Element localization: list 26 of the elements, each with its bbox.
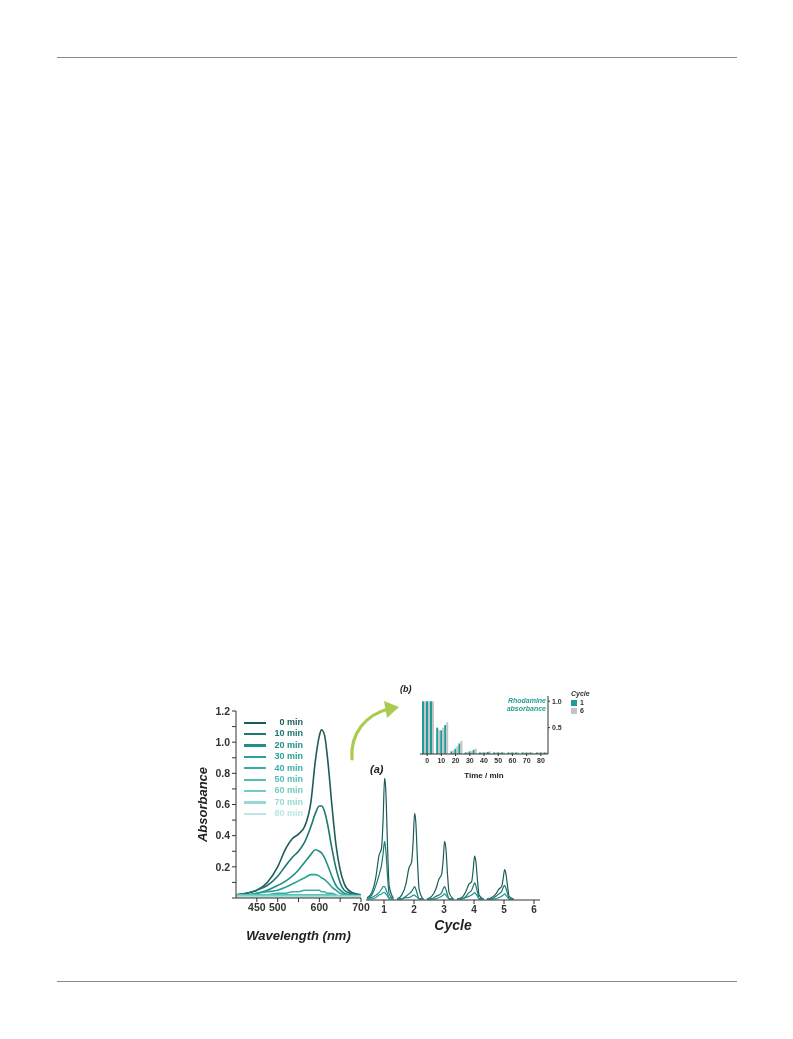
legend-label: 30 min <box>273 751 303 763</box>
legend-label: 70 min <box>273 796 303 809</box>
legend-label: 40 min <box>273 762 303 774</box>
legend-label: 0 min <box>278 717 303 729</box>
y-tick-label: 0.8 <box>215 767 231 780</box>
y-tick-label: 1.2 <box>215 704 231 717</box>
legend-label: 10 min <box>273 728 303 740</box>
chart-title: (b) <box>400 684 412 694</box>
x-tick-label: 700 <box>352 901 370 914</box>
y-axis-title: Absorbance <box>194 766 210 844</box>
legend-label: 20 min <box>273 739 303 752</box>
x-tick-label: 5 <box>501 904 508 916</box>
y-tick-label: 0.6 <box>215 798 231 811</box>
x-axis-title: Wavelength (nm) <box>246 928 351 943</box>
x-tick-label: 500 <box>268 901 287 914</box>
legend-label: 60 min <box>273 785 303 797</box>
y-tick-label: 0.2 <box>215 860 231 873</box>
legend-label: 50 min <box>273 773 303 786</box>
y-tick-label: 1.0 <box>215 735 231 748</box>
y-tick-label: 0.4 <box>215 829 231 842</box>
x-tick-label: 600 <box>310 901 329 914</box>
x-tick-label: 4 <box>471 904 478 916</box>
x-tick-label: 6 <box>531 904 538 916</box>
legend-label: 80 min <box>273 808 303 820</box>
x-axis-title: Time / min <box>464 771 504 780</box>
x-tick-label: 450 <box>248 901 266 914</box>
